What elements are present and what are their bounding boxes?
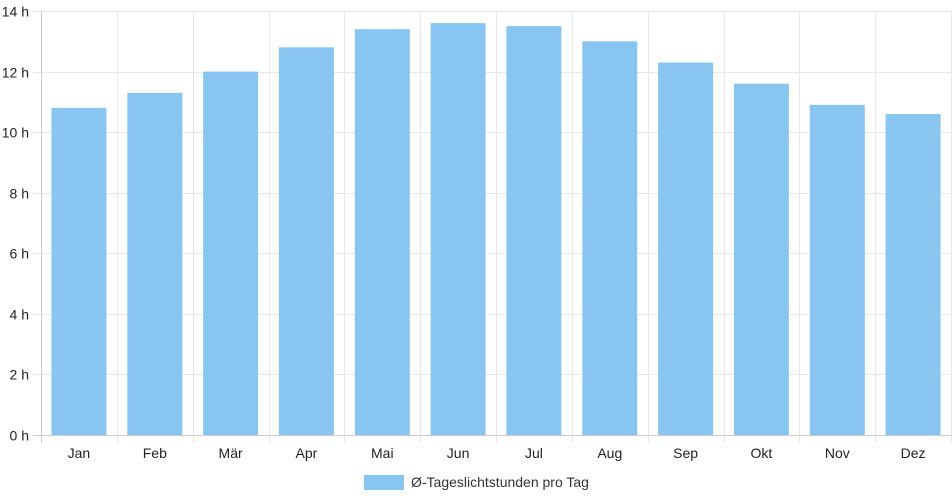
bar[interactable] xyxy=(582,41,638,436)
bar-series xyxy=(51,23,941,436)
x-tick-label: Feb xyxy=(143,445,167,461)
x-tick-label: Mär xyxy=(219,445,243,461)
bar[interactable] xyxy=(203,71,259,435)
bar[interactable] xyxy=(278,47,334,436)
bar[interactable] xyxy=(51,107,107,436)
bar[interactable] xyxy=(733,83,789,435)
x-tick-label: Sep xyxy=(673,445,698,461)
legend[interactable]: Ø-Tageslichtstunden pro Tag xyxy=(364,474,589,490)
y-tick-label: 12 h xyxy=(2,65,29,81)
bar[interactable] xyxy=(430,23,486,435)
x-tick-label: Jul xyxy=(525,445,543,461)
y-tick-label: 8 h xyxy=(10,186,29,202)
bar[interactable] xyxy=(658,62,714,436)
x-tick-label: Dez xyxy=(901,445,926,461)
x-axis-ticks: Jan Feb Mär Apr Mai Jun Jul Aug Sep Okt Nov Dez xyxy=(68,445,926,461)
y-tick-label: 4 h xyxy=(10,307,29,323)
y-tick-label: 2 h xyxy=(10,367,29,383)
bar[interactable] xyxy=(127,92,183,436)
x-tick-label: Jan xyxy=(68,445,91,461)
x-tick-label: Apr xyxy=(296,445,318,461)
y-tick-label: 6 h xyxy=(10,246,29,262)
y-tick-label: 0 h xyxy=(10,428,29,444)
chart-grid xyxy=(33,11,952,443)
y-axis-ticks: 0 h 2 h 4 h 6 h 8 h 10 h 12 h 14 h xyxy=(2,4,29,444)
x-tick-label: Aug xyxy=(597,445,622,461)
bar[interactable] xyxy=(354,29,410,435)
x-tick-label: Jun xyxy=(447,445,470,461)
x-tick-label: Nov xyxy=(825,445,850,461)
y-tick-label: 10 h xyxy=(2,125,29,141)
x-tick-label: Okt xyxy=(751,445,773,461)
legend-label[interactable]: Ø-Tageslichtstunden pro Tag xyxy=(411,474,589,490)
legend-swatch[interactable] xyxy=(364,475,404,490)
bar[interactable] xyxy=(885,114,941,435)
bar[interactable] xyxy=(506,26,562,435)
y-tick-label: 14 h xyxy=(2,4,29,20)
bar[interactable] xyxy=(809,104,865,436)
x-tick-label: Mai xyxy=(371,445,394,461)
